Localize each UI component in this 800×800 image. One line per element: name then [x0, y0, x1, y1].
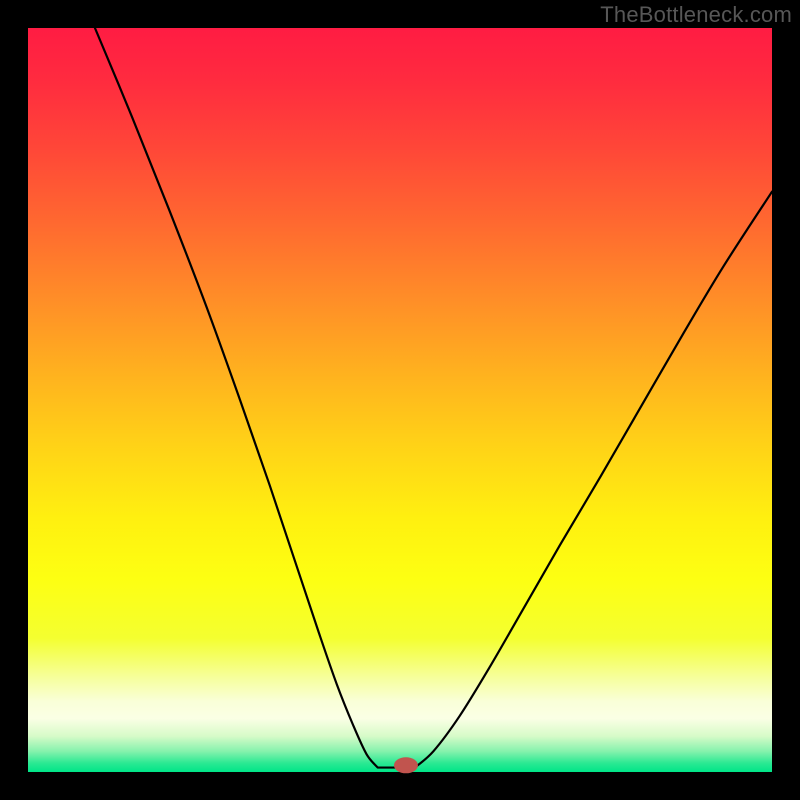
plot-background [28, 28, 772, 772]
min-marker [394, 757, 418, 773]
chart-stage: TheBottleneck.com [0, 0, 800, 800]
bottleneck-chart [0, 0, 800, 800]
watermark-text: TheBottleneck.com [600, 2, 792, 28]
